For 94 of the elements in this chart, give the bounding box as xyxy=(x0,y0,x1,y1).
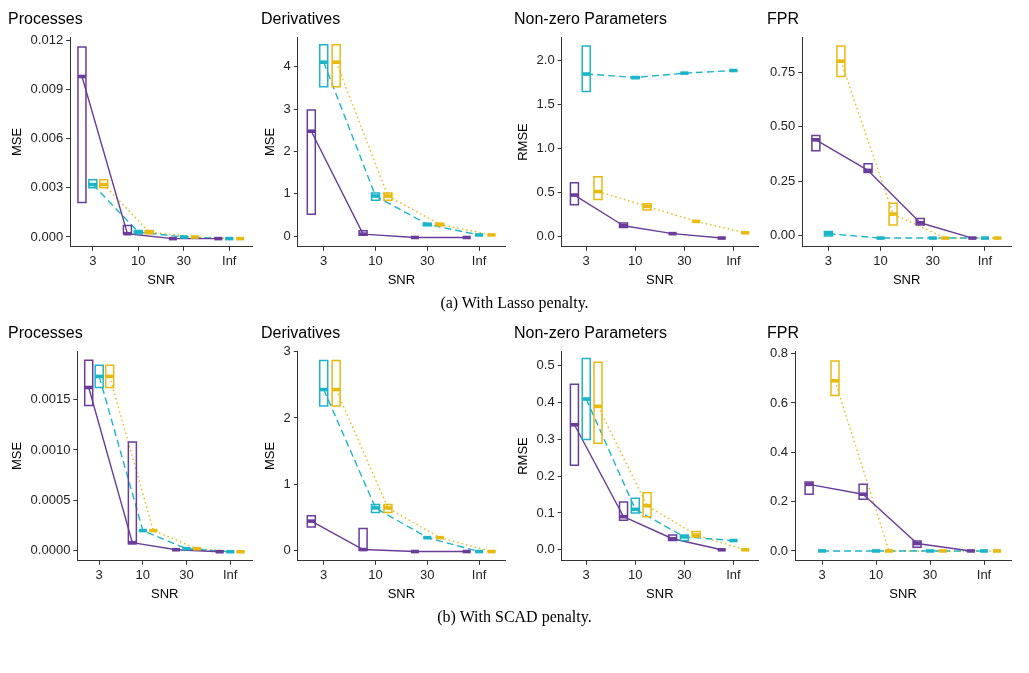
y-tick-label: 0.5 xyxy=(536,357,555,373)
y-tick-label: 2 xyxy=(283,143,291,159)
y-tick-label: 0.25 xyxy=(769,172,796,188)
x-axis-title: SNR xyxy=(387,585,416,601)
chart-title: Derivatives xyxy=(261,324,341,342)
y-tick-label: 0.0005 xyxy=(30,491,71,507)
y-tick-label: 3 xyxy=(283,343,291,359)
chart-title: Non-zero Parameters xyxy=(514,10,667,28)
y-axis-title: MSE xyxy=(262,127,278,157)
y-tick-label: 0.1 xyxy=(536,504,555,520)
y-tick-label: 0.8 xyxy=(769,345,789,361)
y-tick-label: 0.0 xyxy=(769,542,789,558)
x-tick-label: 30 xyxy=(677,567,692,583)
x-tick-label: 3 xyxy=(818,567,826,583)
x-axis-title: SNR xyxy=(892,271,921,287)
y-axis-title: RMSE xyxy=(515,436,531,475)
chart-title: Non-zero Parameters xyxy=(514,324,667,342)
x-tick-label: 30 xyxy=(922,567,938,583)
x-tick-label: Inf xyxy=(471,567,487,583)
x-tick-label: 3 xyxy=(320,253,328,269)
x-tick-label: 3 xyxy=(824,253,833,269)
y-tick-label: 0.75 xyxy=(769,63,796,79)
x-tick-label: Inf xyxy=(977,253,993,269)
y-tick-label: 3 xyxy=(283,100,291,116)
x-tick-label: 30 xyxy=(420,253,435,269)
y-tick-label: 1.0 xyxy=(536,140,555,156)
x-axis-title: SNR xyxy=(387,271,416,287)
x-tick-label: 3 xyxy=(95,567,103,583)
x-tick-label: 10 xyxy=(868,567,884,583)
y-tick-label: 0.50 xyxy=(769,118,796,134)
y-tick-label: 2 xyxy=(283,409,291,425)
y-tick-label: 1.5 xyxy=(536,96,555,112)
y-tick-label: 0.003 xyxy=(30,179,64,195)
x-axis-title: SNR xyxy=(889,585,917,601)
x-axis-title: SNR xyxy=(147,271,175,287)
y-tick-label: 0.0 xyxy=(536,227,555,243)
y-axis-title: MSE xyxy=(9,127,25,157)
y-tick-label: 2.0 xyxy=(536,52,555,68)
y-tick-label: 0.000 xyxy=(30,228,64,244)
y-tick-label: 0 xyxy=(283,541,291,557)
y-tick-label: 0.0010 xyxy=(30,441,71,457)
x-tick-label: Inf xyxy=(222,567,238,583)
y-tick-label: 0.009 xyxy=(30,81,64,97)
x-tick-label: Inf xyxy=(726,253,742,269)
y-tick-label: 0.0 xyxy=(536,541,555,557)
y-tick-label: 1 xyxy=(283,475,291,491)
x-tick-label: 30 xyxy=(176,253,192,269)
y-tick-label: 4 xyxy=(283,58,291,74)
x-tick-label: 30 xyxy=(677,253,692,269)
chart-title: Processes xyxy=(8,10,83,28)
x-tick-label: 10 xyxy=(873,253,888,269)
x-tick-label: 3 xyxy=(582,567,590,583)
y-axis-title: RMSE xyxy=(515,122,531,161)
x-tick-label: 3 xyxy=(582,253,590,269)
x-tick-label: 10 xyxy=(368,567,383,583)
y-tick-label: 0.5 xyxy=(536,184,555,199)
chart-title: Processes xyxy=(8,324,83,342)
y-tick-label: 0.4 xyxy=(536,394,555,410)
chart-title: Derivatives xyxy=(261,10,341,28)
y-tick-label: 0.6 xyxy=(769,394,789,410)
x-tick-label: Inf xyxy=(976,567,992,583)
x-tick-label: 30 xyxy=(925,253,940,269)
text: (a) With Lasso penalty. xyxy=(439,293,590,314)
y-tick-label: 0 xyxy=(283,227,291,243)
chart-title: FPR xyxy=(767,324,799,342)
x-tick-label: Inf xyxy=(726,567,742,583)
chart-title: FPR xyxy=(767,10,799,28)
y-tick-label: 0.006 xyxy=(30,130,64,146)
x-tick-label: 10 xyxy=(131,253,146,269)
y-tick-label: 0.0000 xyxy=(30,542,71,558)
y-axis-title: MSE xyxy=(9,441,25,471)
y-tick-label: 0.4 xyxy=(769,443,789,459)
x-tick-label: 10 xyxy=(628,253,643,269)
y-tick-label: 0.3 xyxy=(536,431,555,447)
x-axis-title: SNR xyxy=(150,585,179,601)
x-axis-title: SNR xyxy=(646,271,674,287)
y-tick-label: 0.00 xyxy=(769,227,796,243)
x-tick-label: 3 xyxy=(320,567,328,583)
x-tick-label: Inf xyxy=(222,253,237,269)
x-tick-label: 10 xyxy=(135,567,151,583)
text: (b) With SCAD penalty. xyxy=(436,607,593,628)
y-tick-label: 0.0015 xyxy=(30,391,71,407)
x-tick-label: 3 xyxy=(89,253,97,269)
x-tick-label: 30 xyxy=(420,567,435,583)
x-axis-title: SNR xyxy=(646,585,674,601)
x-tick-label: Inf xyxy=(471,253,487,269)
y-tick-label: 1 xyxy=(283,185,291,201)
y-tick-label: 0.012 xyxy=(30,32,64,48)
x-tick-label: 30 xyxy=(179,567,194,583)
y-tick-label: 0.2 xyxy=(769,493,789,509)
y-axis-title: MSE xyxy=(262,441,278,471)
x-tick-label: 10 xyxy=(628,567,643,583)
x-tick-label: 10 xyxy=(368,253,383,269)
y-tick-label: 0.2 xyxy=(536,467,555,483)
